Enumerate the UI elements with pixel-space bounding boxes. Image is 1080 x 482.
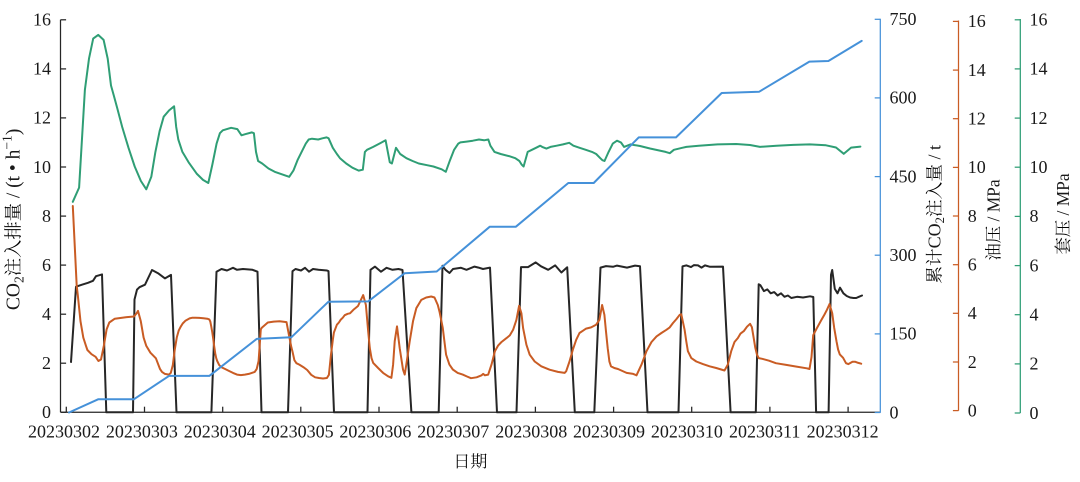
svg-text:20230310: 20230310 [651, 421, 723, 441]
svg-text:4: 4 [1030, 305, 1039, 325]
svg-text:8: 8 [968, 206, 977, 226]
svg-text:2: 2 [968, 352, 977, 372]
svg-text:20230312: 20230312 [807, 421, 879, 441]
svg-text:2: 2 [1030, 354, 1039, 374]
svg-text:300: 300 [890, 245, 917, 265]
svg-text:2: 2 [933, 217, 947, 223]
svg-text:20230304: 20230304 [184, 421, 256, 441]
svg-text:): ) [4, 129, 25, 136]
svg-text:20230311: 20230311 [729, 421, 800, 441]
svg-text:12: 12 [968, 109, 986, 129]
svg-text:16: 16 [968, 11, 986, 31]
svg-text:12: 12 [33, 108, 51, 128]
svg-text:6: 6 [42, 255, 51, 275]
svg-text:750: 750 [890, 9, 917, 29]
svg-text:20230307: 20230307 [417, 421, 489, 441]
svg-text:/ MPa: / MPa [1053, 173, 1073, 220]
svg-text:600: 600 [890, 88, 917, 108]
svg-text:16: 16 [33, 10, 51, 30]
svg-text:20230306: 20230306 [339, 421, 411, 441]
svg-text:450: 450 [890, 166, 917, 186]
svg-text:2: 2 [42, 353, 51, 373]
svg-text:/ MPa: / MPa [984, 179, 1004, 226]
svg-text:20230308: 20230308 [495, 421, 567, 441]
svg-text:16: 16 [1030, 10, 1048, 30]
svg-text:10: 10 [968, 157, 986, 177]
svg-text:CO: CO [925, 223, 945, 248]
svg-text:14: 14 [968, 60, 986, 80]
svg-text:4: 4 [968, 303, 977, 323]
svg-text:20230303: 20230303 [106, 421, 178, 441]
svg-text:6: 6 [1030, 255, 1039, 275]
svg-text:/ (t • h: / (t • h [4, 149, 25, 203]
svg-text:20230305: 20230305 [262, 421, 334, 441]
svg-text:12: 12 [1030, 108, 1048, 128]
svg-text:4: 4 [42, 304, 51, 324]
svg-text:8: 8 [42, 206, 51, 226]
svg-text:10: 10 [1030, 157, 1048, 177]
svg-text:10: 10 [33, 157, 51, 177]
svg-text:0: 0 [890, 402, 899, 422]
svg-text:/ t: / t [925, 145, 945, 164]
svg-text:14: 14 [33, 59, 51, 79]
svg-text:20230309: 20230309 [573, 421, 645, 441]
svg-text:CO: CO [4, 283, 25, 310]
svg-text:14: 14 [1030, 59, 1048, 79]
svg-text:150: 150 [890, 324, 917, 344]
svg-text:6: 6 [968, 255, 977, 275]
svg-text:20230302: 20230302 [28, 421, 100, 441]
svg-text:0: 0 [968, 400, 977, 420]
svg-text:2: 2 [11, 276, 26, 283]
svg-text:0: 0 [42, 402, 51, 422]
svg-text:0: 0 [1030, 403, 1039, 423]
svg-text:−1: −1 [0, 135, 15, 149]
svg-text:8: 8 [1030, 206, 1039, 226]
